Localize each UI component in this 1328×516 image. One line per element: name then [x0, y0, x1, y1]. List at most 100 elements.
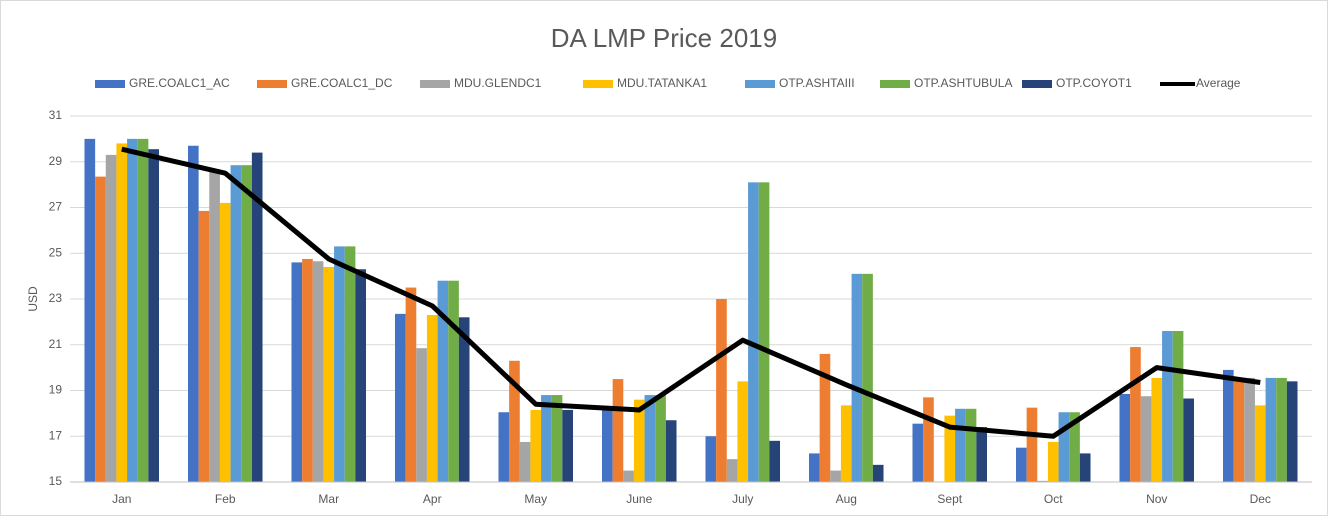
legend-label: MDU.GLENDC1: [454, 76, 542, 90]
legend-swatch: [95, 80, 125, 88]
bar: [1244, 377, 1255, 482]
bar: [105, 154, 117, 482]
x-tick-label: July: [732, 492, 753, 506]
bar: [1222, 369, 1234, 482]
legend-swatch: [257, 80, 287, 88]
x-tick-label: Nov: [1146, 492, 1167, 506]
bar: [509, 360, 520, 482]
bar: [955, 408, 966, 482]
y-tick-label: 31: [49, 108, 63, 122]
bar: [198, 210, 210, 482]
legend-swatch: [420, 80, 450, 88]
bar: [291, 262, 303, 482]
legend-swatch: [583, 80, 613, 88]
bar: [562, 409, 574, 482]
bar: [1047, 441, 1059, 482]
bar: [416, 348, 427, 482]
bar: [644, 395, 656, 482]
bar: [230, 165, 242, 482]
y-axis-label: USD: [26, 286, 40, 312]
bar: [612, 379, 624, 482]
bar: [872, 464, 884, 482]
bar: [448, 280, 459, 482]
legend-label: GRE.COALC1_DC: [291, 76, 393, 90]
average-line: [121, 146, 1261, 439]
bar: [1286, 381, 1298, 482]
bar: [1151, 377, 1163, 482]
bar: [302, 258, 313, 482]
bar: [737, 381, 749, 482]
y-tick-label: 17: [49, 428, 63, 442]
bar: [405, 287, 417, 482]
bar: [95, 176, 106, 482]
bar: [127, 138, 138, 482]
bar: [748, 182, 759, 482]
bar: [862, 273, 873, 482]
bar: [965, 408, 977, 482]
bar: [976, 427, 988, 482]
bar: [551, 395, 563, 482]
legend-label: GRE.COALC1_AC: [129, 76, 230, 90]
bar: [726, 459, 738, 482]
bar: [1079, 453, 1091, 482]
bar: [1037, 480, 1048, 482]
bar: [1026, 407, 1038, 482]
x-tick-label: Dec: [1250, 492, 1271, 506]
bar: [758, 182, 770, 482]
bar: [1183, 398, 1195, 482]
bar: [808, 453, 820, 482]
bar: [840, 405, 852, 482]
bar: [344, 246, 356, 482]
x-tick-label: Oct: [1044, 492, 1063, 506]
legend-label: MDU.TATANKA1: [617, 76, 707, 90]
x-tick-label: Sept: [937, 492, 962, 506]
bar: [209, 170, 220, 482]
bar: [219, 202, 231, 483]
bar: [355, 269, 367, 482]
legend-swatch: [880, 80, 910, 88]
bar: [437, 280, 449, 482]
legend-swatch: [1022, 80, 1052, 88]
bar: [1172, 331, 1184, 482]
bar: [769, 440, 781, 482]
bar: [426, 315, 438, 482]
y-tick-label: 15: [49, 474, 63, 488]
bar: [1015, 447, 1027, 482]
bar: [1265, 377, 1277, 482]
y-tick-label: 21: [49, 337, 63, 351]
x-tick-label: June: [626, 492, 652, 506]
bar: [665, 420, 677, 482]
y-tick-label: 25: [49, 245, 63, 259]
bar: [944, 415, 956, 482]
chart-title: DA LMP Price 2019: [551, 23, 777, 53]
bar: [541, 395, 552, 482]
x-tick-label: Feb: [215, 492, 236, 506]
bar: [633, 399, 645, 482]
bar: [251, 152, 263, 482]
bar: [312, 261, 324, 482]
bar: [912, 423, 924, 482]
legend-swatch: [745, 80, 775, 88]
bar: [1069, 412, 1080, 482]
legend-label: OTP.ASHTAIII: [779, 76, 855, 90]
bar: [394, 313, 406, 482]
y-tick-label: 27: [49, 200, 63, 214]
legend-label: OTP.COYOT1: [1056, 76, 1132, 90]
bar: [601, 408, 613, 482]
bar: [148, 149, 160, 482]
x-tick-label: Mar: [318, 492, 339, 506]
x-tick-label: Jan: [112, 492, 131, 506]
bar: [655, 395, 666, 482]
y-tick-label: 19: [49, 383, 63, 397]
bar: [458, 317, 470, 482]
bar: [323, 266, 335, 482]
bar: [530, 409, 542, 482]
bar: [923, 397, 934, 482]
bar: [1130, 347, 1141, 482]
bar: [241, 165, 252, 482]
bar: [1233, 377, 1245, 482]
x-tick-label: Aug: [836, 492, 857, 506]
bar: [1276, 377, 1287, 482]
bar: [116, 143, 128, 482]
